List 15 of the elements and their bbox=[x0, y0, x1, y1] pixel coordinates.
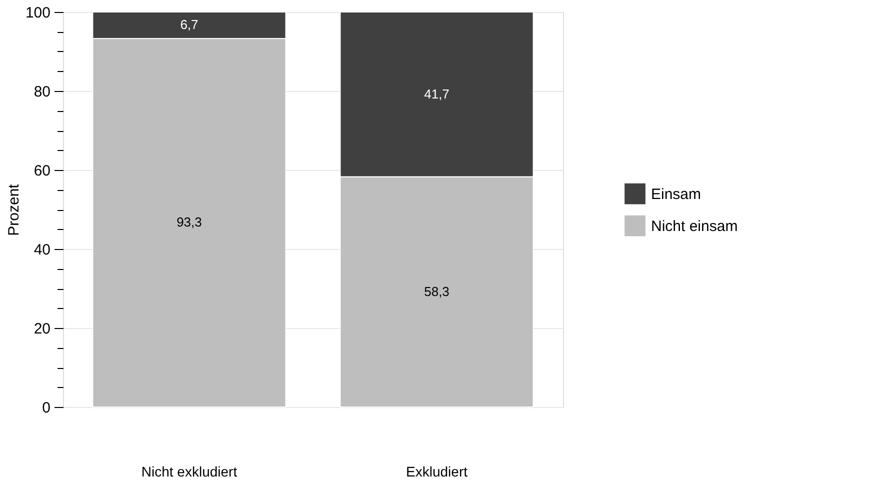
x-tick-label: Nicht exkludiert bbox=[141, 464, 238, 480]
data-label: 58,3 bbox=[424, 284, 450, 299]
y-tick-label: 80 bbox=[34, 84, 50, 100]
y-tick-label: 40 bbox=[34, 242, 50, 258]
y-tick-label: 60 bbox=[34, 162, 50, 180]
data-label: 93,3 bbox=[176, 214, 202, 230]
y-tick-label: 20 bbox=[34, 320, 50, 338]
x-tick-label: Exkludiert bbox=[406, 464, 468, 480]
data-label: 6,7 bbox=[180, 17, 198, 32]
y-axis-title: Prozent bbox=[5, 183, 22, 236]
legend-label: Einsam bbox=[651, 186, 702, 203]
y-tick-label: 100 bbox=[25, 4, 50, 22]
legend-label: Nicht einsam bbox=[651, 218, 738, 235]
data-label: 41,7 bbox=[424, 86, 450, 102]
y-tick-label: 0 bbox=[42, 400, 50, 416]
